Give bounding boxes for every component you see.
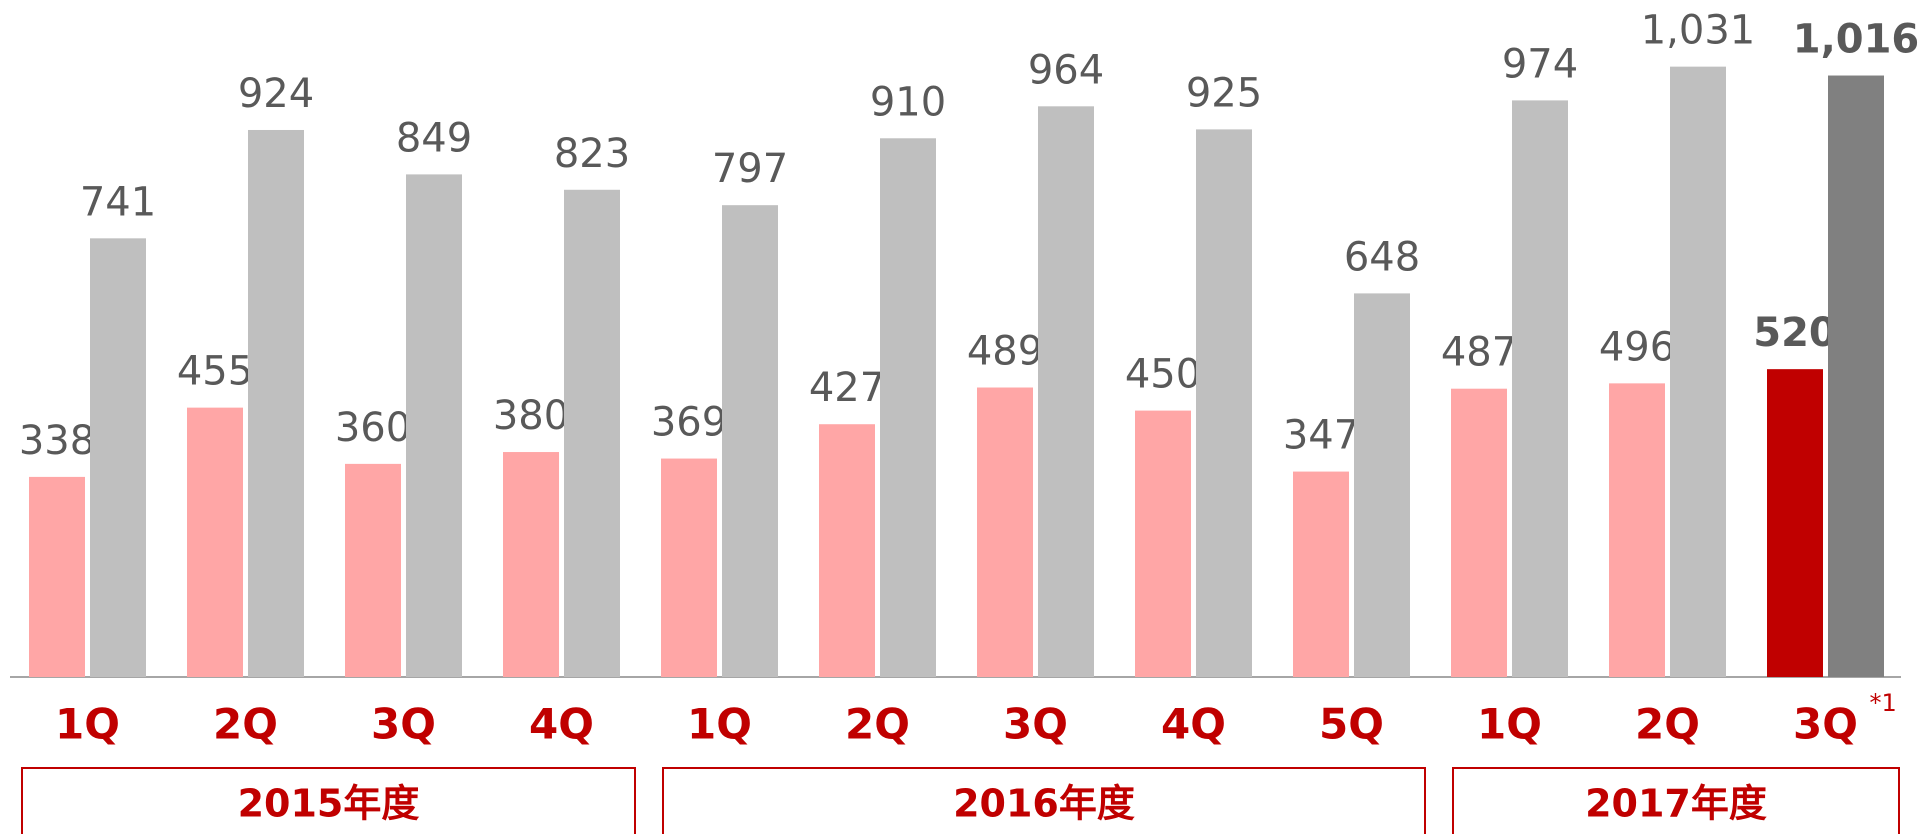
bar [722, 205, 778, 677]
x-tick-label: 4Q [529, 700, 594, 749]
x-tick-label: 2Q [845, 700, 910, 749]
bar [1828, 75, 1884, 677]
value-label: 924 [238, 71, 314, 117]
group-label: 2015年度 [238, 782, 420, 826]
value-label: 427 [809, 365, 885, 411]
bar [345, 463, 401, 677]
bar [564, 189, 620, 677]
group-box [21, 767, 636, 834]
bar [1451, 388, 1507, 677]
bar [1038, 106, 1094, 677]
x-tick-label: 5Q [1319, 700, 1384, 749]
bar [1196, 129, 1252, 677]
value-label: 496 [1599, 324, 1675, 370]
bar [819, 424, 875, 677]
value-label: 1,031 [1641, 8, 1756, 54]
group-label: 2017年度 [1585, 782, 1767, 826]
bar [406, 174, 462, 677]
bar [1293, 471, 1349, 677]
bar [29, 476, 85, 677]
value-label: 910 [870, 79, 946, 125]
value-label: 489 [967, 329, 1043, 375]
bar [1512, 100, 1568, 678]
value-label: 380 [493, 393, 569, 439]
bar [880, 138, 936, 677]
value-label: 741 [80, 179, 156, 225]
x-tick-label: 3Q [1003, 700, 1068, 749]
bar [1609, 383, 1665, 677]
bar [977, 387, 1033, 677]
bar [1135, 410, 1191, 677]
value-label: 849 [396, 115, 472, 161]
group-label: 2016年度 [953, 782, 1135, 826]
x-tick-label: 1Q [55, 700, 120, 749]
bar [187, 407, 243, 677]
x-tick-label: 1Q [687, 700, 752, 749]
value-label: 455 [177, 349, 253, 395]
value-label: 648 [1344, 234, 1420, 280]
bar [503, 452, 559, 677]
value-label: 797 [712, 146, 788, 192]
x-tick-label: 3Q [1793, 700, 1858, 749]
value-label: 360 [335, 405, 411, 451]
x-tick-label: 1Q [1477, 700, 1542, 749]
x-tick-label: 4Q [1161, 700, 1226, 749]
bar [1767, 369, 1823, 677]
bar [661, 458, 717, 677]
value-label: 925 [1186, 70, 1262, 116]
group-box [1452, 767, 1900, 834]
bar [248, 129, 304, 677]
value-label: 369 [651, 400, 727, 446]
value-label: 520 [1753, 310, 1837, 356]
value-label: 487 [1441, 330, 1517, 376]
footnote-mark: *1 [1870, 689, 1897, 717]
x-tick-label: 3Q [371, 700, 436, 749]
value-label: 347 [1283, 413, 1359, 459]
bar [1354, 293, 1410, 677]
group-box [662, 767, 1426, 834]
value-label: 1,016 [1793, 17, 1920, 63]
value-label: 823 [554, 131, 630, 177]
value-label: 338 [19, 418, 95, 464]
bar [1670, 66, 1726, 677]
x-tick-label: 2Q [213, 700, 278, 749]
value-label: 974 [1502, 41, 1578, 87]
x-tick-label: 2Q [1635, 700, 1700, 749]
value-label: 964 [1028, 47, 1104, 93]
bar [90, 238, 146, 677]
value-label: 450 [1125, 352, 1201, 398]
